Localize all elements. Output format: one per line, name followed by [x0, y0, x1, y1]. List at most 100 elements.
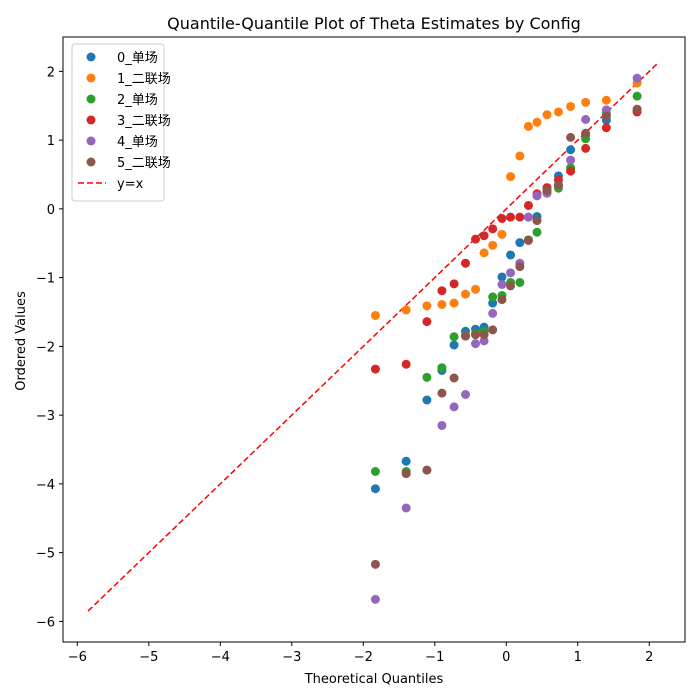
data-point: [632, 91, 642, 101]
data-point: [601, 95, 611, 105]
data-point: [370, 467, 380, 476]
legend-label: 1_二联场: [117, 72, 171, 87]
data-point: [542, 185, 552, 195]
x-tick-label: −6: [68, 650, 87, 665]
data-point: [581, 97, 591, 107]
data-point: [449, 332, 459, 342]
data-point: [479, 336, 489, 346]
data-point: [449, 373, 459, 383]
data-point: [479, 330, 489, 340]
x-tick-label: −5: [139, 650, 158, 665]
data-point: [581, 115, 591, 124]
legend-label: 5_二联场: [117, 156, 171, 171]
data-point: [437, 363, 447, 373]
data-point: [370, 559, 380, 569]
y-tick-label: 2: [47, 65, 55, 80]
data-point: [461, 331, 471, 341]
data-point: [471, 330, 481, 340]
data-point: [497, 280, 507, 289]
data-point: [370, 364, 380, 374]
data-point: [523, 236, 533, 245]
data-point: [437, 299, 447, 309]
data-point: [479, 248, 489, 258]
data-point: [553, 107, 563, 117]
data-point: [471, 284, 481, 294]
data-point: [488, 292, 498, 302]
x-tick-label: −3: [282, 650, 301, 665]
data-point: [566, 166, 576, 176]
data-point: [497, 229, 507, 239]
y-axis-label: Ordered Values: [14, 291, 29, 391]
x-axis-label: Theoretical Quantiles: [304, 672, 444, 687]
legend-label: y=x: [117, 177, 144, 192]
data-point: [479, 231, 489, 241]
y-tick-label: −2: [36, 340, 55, 355]
y-tick-label: 1: [47, 134, 55, 149]
data-point: [488, 298, 498, 308]
data-point: [515, 212, 525, 222]
data-point: [401, 359, 411, 369]
data-point: [401, 456, 411, 466]
data-point: [422, 317, 432, 327]
data-point: [449, 298, 459, 308]
legend-marker: [86, 115, 96, 125]
data-point: [601, 105, 611, 115]
x-tick-label: −2: [354, 650, 373, 665]
x-tick-label: 2: [645, 650, 653, 665]
legend-marker: [86, 73, 96, 83]
x-tick-label: 0: [502, 650, 510, 665]
data-point: [601, 111, 611, 121]
data-point: [566, 132, 576, 142]
data-point: [566, 145, 576, 155]
legend-marker: [86, 52, 96, 62]
data-point: [515, 262, 525, 272]
data-point: [515, 238, 525, 248]
x-tick-label: 1: [574, 650, 582, 665]
data-point: [471, 234, 481, 244]
data-point: [581, 128, 591, 138]
data-point: [401, 469, 411, 479]
data-point: [553, 180, 563, 190]
data-point: [437, 286, 447, 296]
legend: 0_单场 1_二联场 2_单场 3_二联场 4_单场 5_二联场 y=x: [71, 43, 171, 202]
data-point: [449, 402, 459, 412]
data-point: [437, 388, 447, 398]
data-point: [523, 200, 533, 210]
data-point: [401, 305, 411, 315]
data-point: [461, 258, 471, 268]
data-point: [488, 224, 498, 234]
data-point: [461, 289, 471, 299]
plot-frame: [62, 36, 686, 643]
data-point: [566, 101, 576, 111]
data-point: [488, 308, 498, 318]
data-point: [506, 172, 516, 182]
legend-label: 2_单场: [117, 93, 158, 108]
x-tick-label: −1: [425, 650, 444, 665]
data-point: [497, 214, 507, 223]
data-point: [632, 104, 642, 114]
data-point: [488, 325, 498, 335]
data-points-layer: [370, 73, 642, 604]
data-point: [506, 281, 516, 291]
data-point: [401, 503, 411, 513]
y-tick-label: −5: [36, 547, 55, 562]
data-point: [542, 110, 552, 120]
data-point: [449, 340, 459, 350]
data-point: [471, 339, 481, 349]
chart-title: Quantile-Quantile Plot of Theta Estimate…: [167, 14, 581, 33]
data-point: [581, 143, 591, 153]
y-tick-label: −6: [36, 615, 55, 630]
legend-label: 3_二联场: [117, 114, 171, 129]
data-point: [506, 212, 516, 222]
data-point: [461, 390, 471, 399]
data-point: [601, 123, 611, 133]
data-point: [488, 240, 498, 250]
data-point: [515, 151, 525, 161]
data-point: [422, 465, 432, 475]
data-point: [370, 594, 380, 604]
data-point: [449, 279, 459, 289]
y-tick-label: −3: [36, 409, 55, 424]
legend-label: 0_单场: [117, 51, 158, 66]
data-point: [566, 155, 576, 165]
data-point: [506, 268, 516, 278]
